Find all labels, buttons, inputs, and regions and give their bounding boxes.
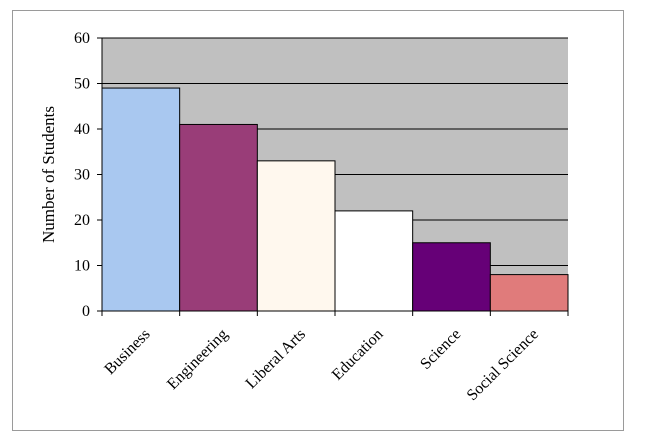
- bar-science: [412, 242, 491, 312]
- y-tick-label: 0: [82, 303, 90, 320]
- x-tick-label: Business: [101, 326, 153, 378]
- bar-education: [334, 210, 414, 312]
- y-axis-title: Number of Students: [39, 106, 58, 243]
- bars: [101, 87, 569, 312]
- x-tick-label: Science: [417, 326, 464, 373]
- y-tick-label: 30: [74, 167, 90, 184]
- y-tick-label: 60: [74, 30, 90, 47]
- y-tick-label: 50: [74, 76, 90, 93]
- y-axis-ticks: 0 10 20 30 40 50 60: [74, 30, 102, 320]
- x-tick-label: Engineering: [164, 326, 231, 393]
- x-tick-label: Education: [329, 326, 387, 384]
- y-tick-label: 40: [74, 121, 90, 138]
- x-axis-ticks: Business Engineering Liberal Arts Education…: [101, 311, 569, 404]
- y-tick-label: 20: [74, 212, 90, 229]
- x-tick-label: Liberal Arts: [243, 326, 309, 392]
- bar-business: [101, 87, 181, 312]
- x-tick-label: Social Science: [464, 326, 542, 404]
- y-tick-label: 10: [74, 258, 90, 275]
- bar-liberal-arts: [256, 160, 336, 312]
- bar-social-science: [489, 274, 569, 312]
- bar-engineering: [179, 123, 258, 312]
